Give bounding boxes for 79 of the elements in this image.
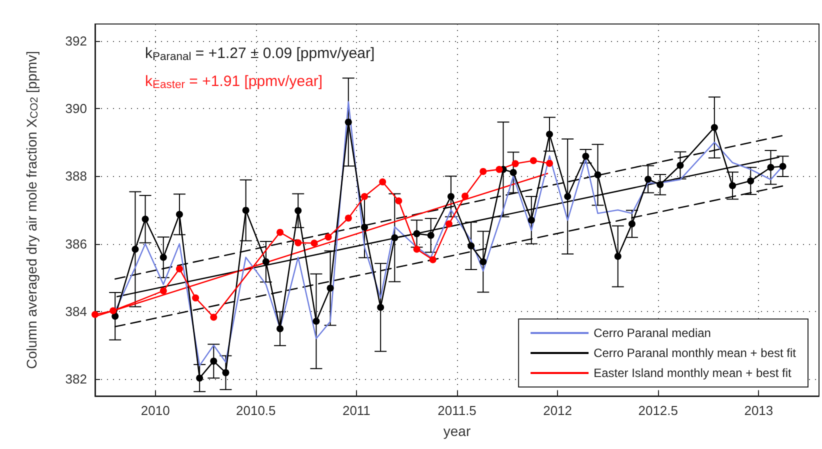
legend-label: Easter Island monthly mean + best fit — [594, 366, 792, 380]
point — [628, 220, 636, 228]
point — [644, 176, 652, 183]
point — [312, 318, 320, 325]
point — [276, 325, 284, 332]
point — [360, 224, 368, 231]
x-tick-label: 2012.5 — [638, 403, 678, 418]
x-tick-label: 2010.5 — [236, 403, 276, 418]
x-tick-label: 2012 — [543, 403, 572, 418]
y-tick-label: 384 — [65, 304, 87, 319]
point — [710, 124, 718, 131]
y-tick-label: 392 — [65, 33, 87, 48]
point — [324, 234, 332, 241]
point — [222, 369, 230, 376]
point — [779, 162, 786, 170]
point — [656, 181, 664, 188]
point — [210, 314, 218, 321]
y-tick-label: 386 — [65, 236, 87, 252]
point — [413, 230, 420, 238]
point — [528, 216, 535, 224]
point — [160, 287, 167, 294]
point — [391, 234, 398, 242]
legend-label: Cerro Paranal monthly mean + best fit — [594, 346, 797, 360]
point — [192, 294, 200, 302]
point — [379, 178, 386, 186]
point — [429, 256, 436, 264]
point — [676, 162, 684, 169]
point — [594, 171, 602, 178]
x-axis-title: year — [443, 423, 471, 439]
point — [92, 311, 98, 318]
y-tick-label: 388 — [65, 168, 87, 184]
point — [242, 206, 250, 214]
point — [427, 232, 434, 239]
point — [546, 130, 554, 138]
point — [176, 210, 183, 218]
x-tick-label: 2011 — [342, 403, 370, 418]
point — [510, 168, 517, 176]
point — [176, 265, 183, 272]
point — [377, 304, 384, 311]
point — [767, 164, 774, 171]
point — [614, 252, 622, 260]
point — [360, 192, 368, 200]
point — [196, 374, 204, 382]
point — [132, 246, 139, 253]
point — [447, 192, 454, 200]
point — [564, 192, 572, 200]
x-tick-label: 2011.5 — [438, 403, 476, 418]
legend-label: Cerro Paranal median — [594, 326, 711, 340]
point — [445, 220, 452, 228]
point — [210, 358, 218, 365]
point — [747, 177, 754, 184]
x-tick-label: 2013 — [744, 403, 774, 418]
point — [413, 246, 420, 253]
point — [582, 152, 590, 160]
point — [142, 216, 149, 223]
point — [110, 307, 117, 314]
point — [276, 228, 284, 236]
point — [344, 214, 352, 222]
point — [530, 157, 537, 164]
point — [462, 192, 469, 200]
point — [294, 239, 302, 246]
point — [262, 258, 270, 266]
x-tick-label: 2010 — [140, 403, 170, 418]
point — [729, 182, 736, 190]
point — [480, 168, 487, 175]
y-tick-label: 390 — [65, 101, 87, 116]
y-axis-title: Column averaged dry air mole fraction XCO2 [ppmv] — [23, 50, 40, 370]
point — [468, 242, 475, 250]
point — [160, 254, 167, 261]
y-tick-label: 382 — [65, 372, 87, 387]
point — [310, 240, 318, 247]
point — [326, 284, 334, 292]
point — [480, 258, 487, 266]
point — [546, 160, 554, 167]
point — [395, 197, 402, 204]
point — [344, 118, 352, 126]
point — [294, 207, 302, 214]
point — [512, 160, 519, 168]
point — [496, 166, 503, 173]
